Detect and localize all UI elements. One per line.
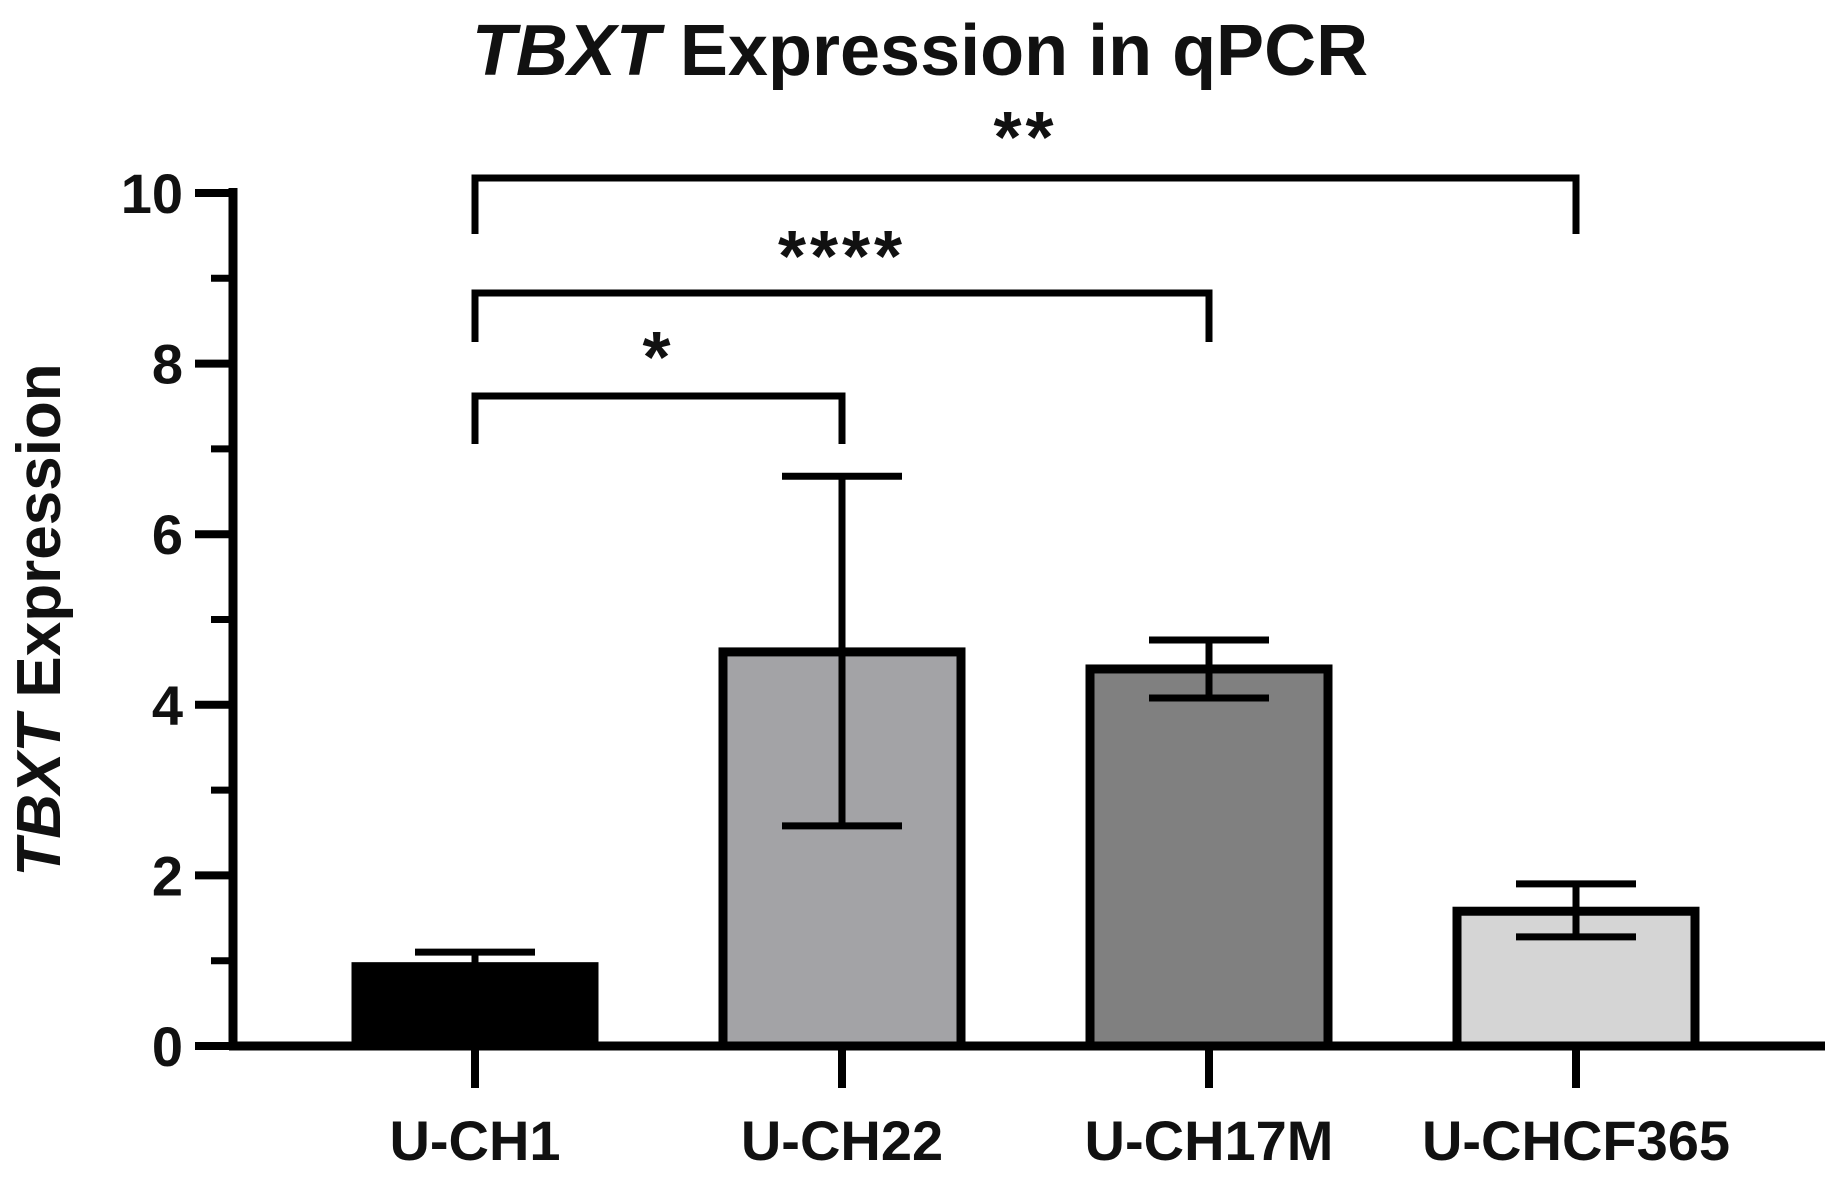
y-tick-label-6: 6 (152, 503, 183, 566)
y-tick-label-2: 2 (152, 844, 183, 907)
x-tick-label-u-ch17m: U-CH17M (1085, 1109, 1334, 1172)
y-tick-label-0: 0 (152, 1015, 183, 1078)
y-axis-title-italic: TBXT (5, 710, 74, 877)
x-tick-label-u-chcf365: U-CHCF365 (1422, 1109, 1730, 1172)
chart-title-rest: Expression in qPCR (660, 11, 1368, 91)
x-tick-label-u-ch1: U-CH1 (389, 1109, 560, 1172)
significance-bracket-3 (471, 174, 1580, 234)
significance-bracket-1 (471, 392, 846, 444)
significance-label-2: **** (778, 217, 906, 297)
y-tick-label-8: 8 (152, 333, 183, 396)
significance-label-3: ** (993, 98, 1057, 178)
chart-title-italic: TBXT (472, 11, 666, 91)
y-tick-label-10: 10 (121, 162, 183, 225)
y-tick-label-4: 4 (152, 674, 183, 737)
significance-bracket-2 (471, 289, 1213, 342)
significance-label-1: * (642, 318, 674, 398)
bar-u-ch1 (351, 962, 599, 1051)
y-axis-title: TBXT Expression (5, 363, 74, 876)
x-tick-label-u-ch22: U-CH22 (741, 1109, 943, 1172)
chart-title: TBXT Expression in qPCR (472, 11, 1368, 91)
y-axis-title-rest: Expression (5, 363, 74, 714)
bar-u-ch17m (1085, 664, 1333, 1051)
